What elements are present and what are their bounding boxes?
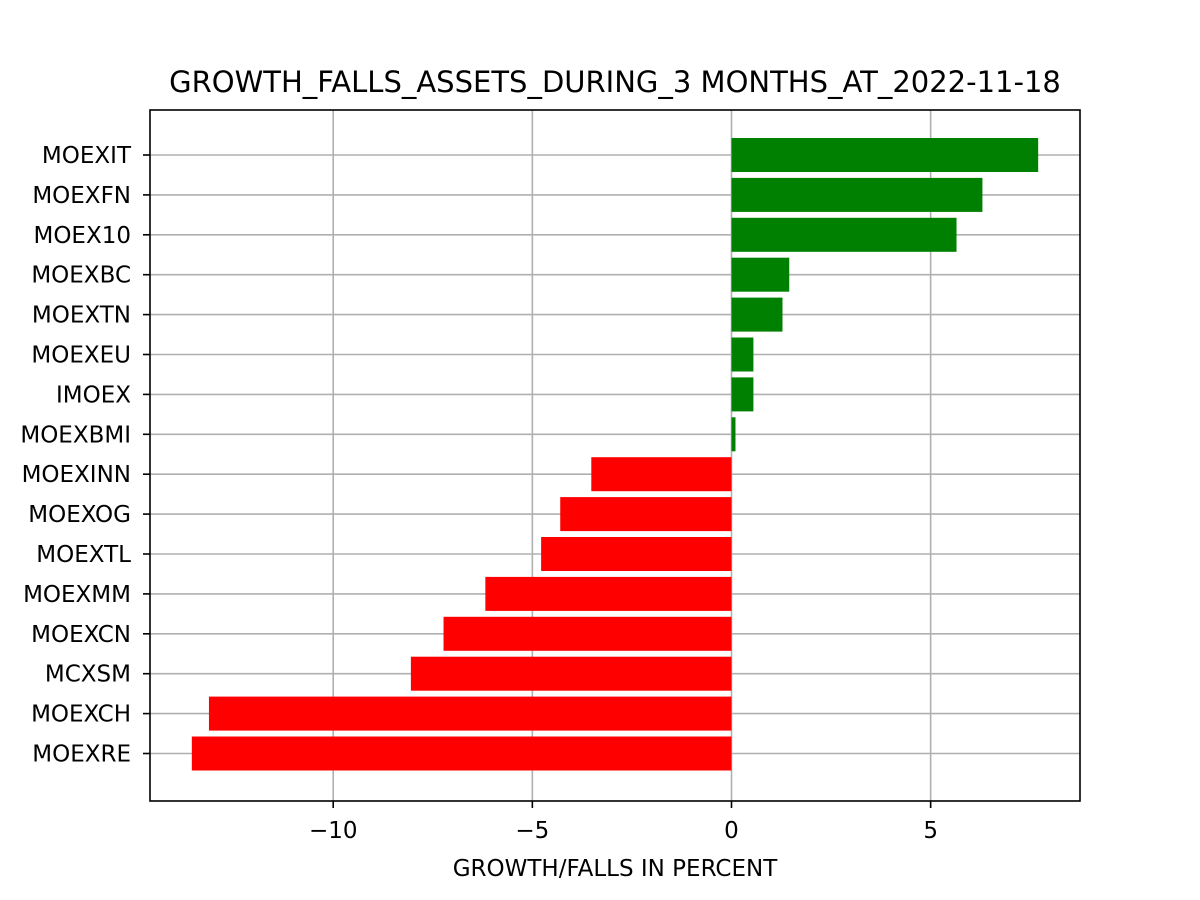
x-axis-label: GROWTH/FALLS IN PERCENT xyxy=(453,856,778,882)
y-tick-label: MCXSM xyxy=(45,662,131,688)
y-tick-label: MOEXIT xyxy=(42,143,132,169)
y-tick-label: MOEXBC xyxy=(31,263,131,289)
bar-moexit xyxy=(731,138,1039,172)
y-tick-label: MOEXCN xyxy=(31,622,131,648)
bar-moexbc xyxy=(731,257,790,292)
y-tick-label: MOEXRE xyxy=(32,742,131,768)
bar-moexch xyxy=(208,696,732,731)
bar-moexfn xyxy=(731,177,983,212)
y-tick-label: MOEXMM xyxy=(23,582,131,608)
bar-moextl xyxy=(541,537,732,571)
bar-moextn xyxy=(731,297,783,332)
bar-mcxsm xyxy=(410,656,732,691)
x-tick-label: 0 xyxy=(724,818,739,844)
y-tick-label: MOEXTN xyxy=(32,303,131,329)
bar-moexmm xyxy=(485,576,732,611)
bar-moexinn xyxy=(591,457,732,492)
bar-moexcn xyxy=(443,616,732,651)
x-tick-label: −10 xyxy=(309,818,358,844)
ticks: −10 −5 0 5 MOEXIT MOEXFN MOEX10 MOEXBC MOEXTN MOE… xyxy=(20,143,938,844)
x-tick-label: −5 xyxy=(515,818,549,844)
bar-moexeu xyxy=(731,337,754,372)
y-tick-label: MOEX10 xyxy=(33,223,131,249)
y-tick-label: IMOEX xyxy=(56,382,131,408)
y-tick-label: MOEXINN xyxy=(22,462,131,488)
bar-moexog xyxy=(560,497,732,532)
bar-moexbmi xyxy=(731,417,736,452)
x-tick-label: 5 xyxy=(923,818,938,844)
plot-frame xyxy=(149,109,1081,802)
y-tick-label: MOEXEU xyxy=(31,343,131,369)
bar-moexre xyxy=(191,736,732,771)
y-tick-label: MOEXTL xyxy=(36,542,131,568)
chart-title: GROWTH_FALLS_ASSETS_DURING_3 MONTHS_AT_2… xyxy=(169,65,1061,99)
y-tick-label: MOEXFN xyxy=(32,183,131,209)
y-tick-label: MOEXOG xyxy=(28,502,131,528)
bar-moex10 xyxy=(731,217,957,252)
y-tick-label: MOEXCH xyxy=(31,702,131,728)
bars xyxy=(191,138,1039,771)
bar-imoex xyxy=(731,377,754,412)
y-tick-label: MOEXBMI xyxy=(20,422,131,448)
